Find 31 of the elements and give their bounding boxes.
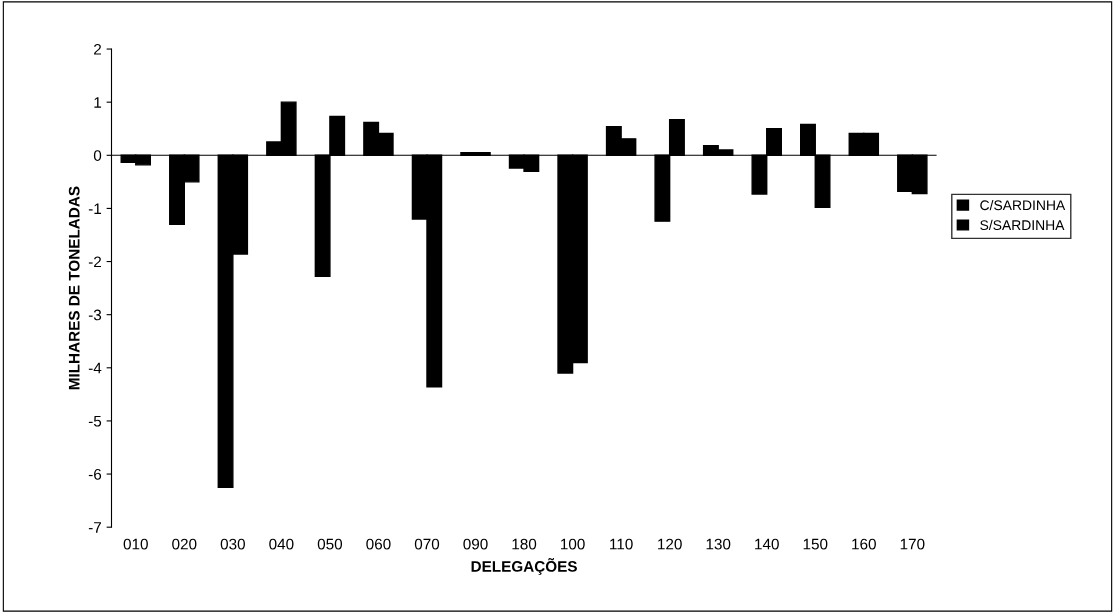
x-tick-label: 120 [658, 538, 682, 550]
x-tick-label: 110 [610, 538, 633, 550]
x-tick-label: 020 [172, 538, 197, 550]
x-tick-label: 050 [317, 538, 343, 550]
legend-label: S/SARDINHA [980, 219, 1065, 231]
y-tick-label: -2 [88, 256, 102, 268]
x-tick-label: 150 [803, 538, 828, 550]
legend-label: C/SARDINHA [980, 199, 1066, 211]
x-tick-label: 170 [900, 538, 925, 550]
y-tick-label: -4 [88, 362, 102, 374]
x-tick-label: 070 [414, 538, 440, 550]
x-tick-label: 180 [512, 538, 537, 550]
y-tick-label: -3 [88, 309, 102, 321]
y-tick-label: -6 [88, 468, 102, 480]
x-tick-label: 060 [366, 538, 391, 550]
x-tick-label: 140 [755, 538, 779, 550]
x-tick-label: 090 [463, 538, 488, 550]
x-tick-label: 100 [561, 538, 585, 550]
x-tick-label: 130 [706, 538, 731, 550]
x-tick-label: 010 [123, 538, 148, 550]
x-tick-label: 160 [852, 538, 876, 550]
y-tick-label: 2 [94, 43, 102, 55]
y-tick-label: 0 [93, 150, 102, 161]
y-tick-label: 1 [94, 97, 102, 108]
y-tick-label: -5 [88, 415, 102, 427]
x-tick-label: 040 [269, 538, 294, 550]
x-tick-label: 030 [220, 538, 245, 550]
y-tick-label: -7 [88, 522, 102, 533]
y-tick-label: -1 [88, 203, 102, 214]
y-axis-title: MILHARES DE TONELADAS [68, 186, 80, 390]
x-axis-title: DELEGAÇÕES [471, 558, 577, 575]
